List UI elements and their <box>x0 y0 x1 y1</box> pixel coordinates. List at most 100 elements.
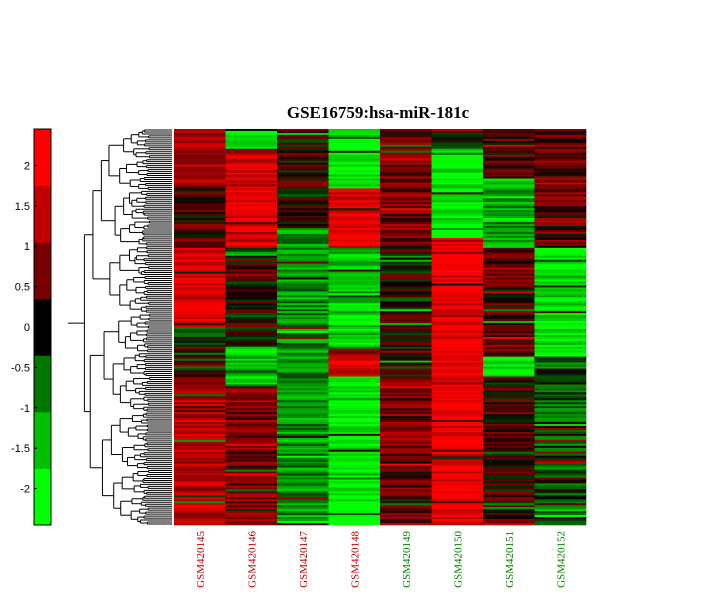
heatmap-cell <box>534 497 587 500</box>
heatmap-cell <box>225 479 278 482</box>
heatmap-cell <box>328 451 381 455</box>
heatmap-cell <box>277 265 329 268</box>
heatmap-cell <box>225 323 278 326</box>
heatmap-cell <box>380 330 432 334</box>
heatmap-cell <box>225 519 278 522</box>
heatmap-cell <box>174 233 226 237</box>
heatmap-cell <box>328 392 381 395</box>
heatmap-cell <box>380 386 432 389</box>
heatmap-cell <box>380 352 432 356</box>
heatmap-cell <box>534 473 587 476</box>
heatmap-cell <box>277 426 329 429</box>
heatmap-cell <box>534 210 587 213</box>
heatmap-cell <box>277 328 329 332</box>
heatmap-cell <box>277 164 329 167</box>
heatmap-cell <box>174 178 226 181</box>
heatmap-cell <box>534 129 587 132</box>
heatmap-cell <box>483 497 535 500</box>
heatmap-cell <box>534 249 587 253</box>
heatmap-cell <box>225 463 278 466</box>
heatmap-cell <box>483 451 535 455</box>
heatmap-cell <box>328 162 381 165</box>
heatmap-cell <box>380 148 432 152</box>
heatmap-cell <box>431 364 484 367</box>
heatmap-cell <box>328 138 381 142</box>
heatmap-cell <box>534 186 587 189</box>
heatmap-cell <box>225 138 278 142</box>
heatmap-cell <box>534 332 587 336</box>
heatmap-cell <box>380 162 432 165</box>
heatmap-cell <box>483 190 535 193</box>
heatmap-cell <box>225 483 278 486</box>
heatmap-cell <box>328 309 381 312</box>
heatmap-cell <box>277 275 329 278</box>
heatmap-cell <box>174 485 226 488</box>
heatmap-cell <box>225 445 278 449</box>
heatmap-cell <box>174 427 226 431</box>
heatmap-cell <box>277 198 329 201</box>
sample-label: GSM420150 <box>452 531 464 588</box>
heatmap-cell <box>174 431 226 435</box>
heatmap-cell <box>483 299 535 302</box>
heatmap-cell <box>174 386 226 389</box>
heatmap-cell <box>380 509 432 512</box>
heatmap-cell <box>483 416 535 419</box>
heatmap-cell <box>431 214 484 217</box>
heatmap-cell <box>225 475 278 478</box>
heatmap-cell <box>534 146 587 150</box>
heatmap-cell <box>277 319 329 322</box>
heatmap-cell <box>483 224 535 227</box>
heatmap-cell <box>174 208 226 211</box>
heatmap-cell <box>431 402 484 405</box>
heatmap-cell <box>328 348 381 352</box>
heatmap-cell <box>225 210 278 213</box>
heatmap-cell <box>431 273 484 276</box>
heatmap-cell <box>483 477 535 480</box>
heatmap-cell <box>483 261 535 264</box>
heatmap-cell <box>225 327 278 330</box>
heatmap-cell <box>431 366 484 369</box>
heatmap-cell <box>174 334 226 338</box>
heatmap-cell <box>328 311 381 314</box>
heatmap-cell <box>174 408 226 411</box>
heatmap-cell <box>431 255 484 258</box>
heatmap-cell <box>380 431 432 435</box>
heatmap-cell <box>534 475 587 478</box>
heatmap-cell <box>431 148 484 152</box>
heatmap-cell <box>277 336 329 340</box>
heatmap-cell <box>225 376 278 379</box>
heatmap-cell <box>380 469 432 472</box>
heatmap-cell <box>328 261 381 264</box>
heatmap-cell <box>431 158 484 161</box>
heatmap-cell <box>534 433 587 437</box>
heatmap-cell <box>483 206 535 209</box>
heatmap-cell <box>534 178 587 181</box>
heatmap-cell <box>174 323 226 326</box>
heatmap-cell <box>483 214 535 217</box>
heatmap-cell <box>225 269 278 272</box>
heatmap-cell <box>328 366 381 369</box>
heatmap-cell <box>534 140 587 144</box>
heatmap-cell <box>225 370 278 373</box>
heatmap-cell <box>328 424 381 427</box>
colorbar-tick-label: -2 <box>20 484 30 496</box>
heatmap-cell <box>431 281 484 284</box>
heatmap-cell <box>431 479 484 482</box>
heatmap-cell <box>277 202 329 205</box>
heatmap-cell <box>277 465 329 468</box>
heatmap-cell <box>328 453 381 456</box>
heatmap-cell <box>174 420 226 423</box>
heatmap-cell <box>225 515 278 518</box>
heatmap-cell <box>380 463 432 466</box>
heatmap-cell <box>328 241 381 245</box>
heatmap-cell <box>328 370 381 373</box>
heatmap-cell <box>225 497 278 500</box>
heatmap-cell <box>174 239 226 243</box>
heatmap-cell <box>328 408 381 411</box>
heatmap-cell <box>328 303 381 306</box>
heatmap-cell <box>483 404 535 407</box>
heatmap-cell <box>380 404 432 407</box>
heatmap-cell <box>174 352 226 356</box>
heatmap-cell <box>328 317 381 320</box>
heatmap-cell <box>225 404 278 407</box>
